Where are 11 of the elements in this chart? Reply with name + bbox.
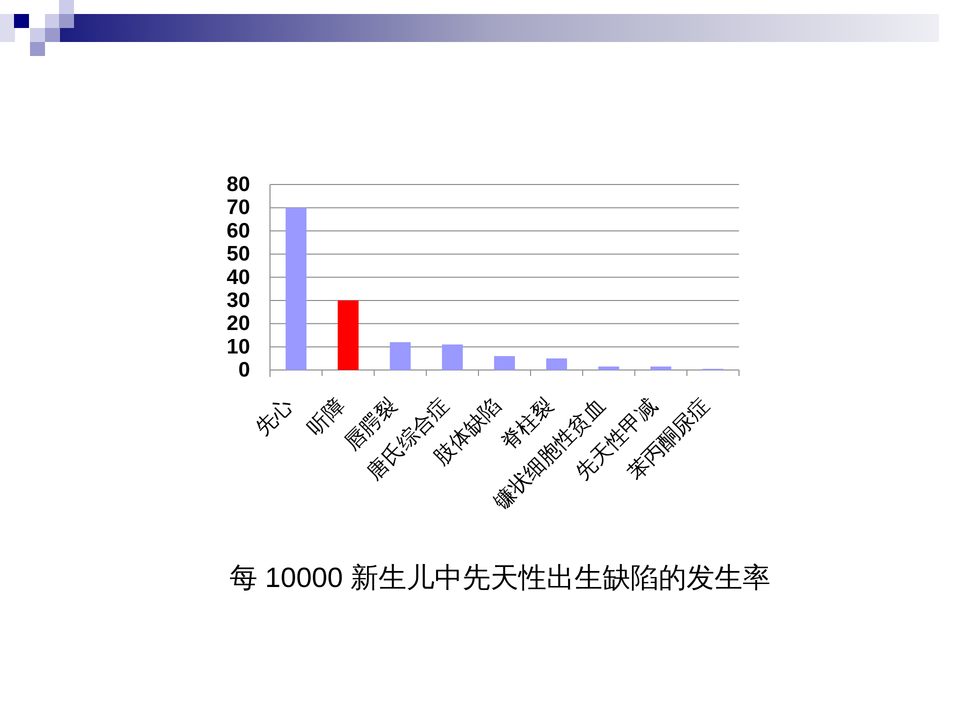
y-tick-label: 10 [226,335,250,358]
y-tick-label: 30 [226,288,250,312]
y-tick-label: 60 [226,219,250,242]
y-tick-label: 20 [226,312,250,336]
y-tick-label: 0 [238,358,250,382]
text: 每 10000 新生儿中先天性出生缺陷的发生率 [229,562,771,593]
x-tick-label: 先心 [251,394,298,440]
y-tick-label: 70 [226,196,250,220]
y-tick-label: 40 [226,266,250,289]
y-tick-label: 80 [226,173,250,196]
y-tick-label: 50 [226,242,250,266]
